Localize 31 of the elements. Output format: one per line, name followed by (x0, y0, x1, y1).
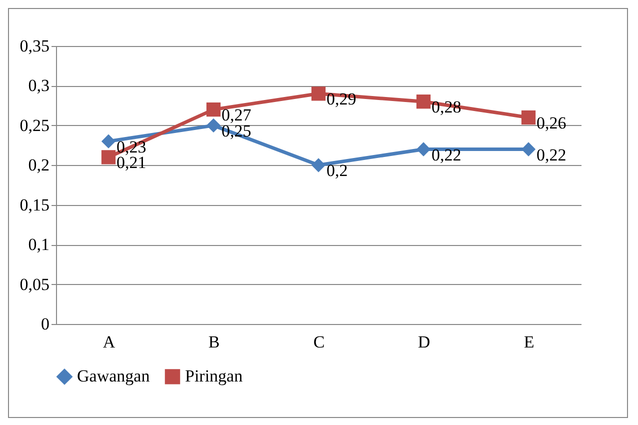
y-tick-label: 0,1 (28, 235, 50, 254)
y-tick-label: 0,25 (20, 116, 50, 135)
data-label: 0,22 (432, 145, 462, 164)
point (101, 134, 116, 148)
point (101, 150, 116, 164)
data-label: 0,27 (222, 106, 252, 125)
data-label: 0,26 (536, 113, 566, 132)
point (416, 94, 431, 109)
point (206, 102, 221, 117)
x-tick-label: D (418, 332, 430, 352)
point (521, 110, 536, 125)
y-tick-label: 0,15 (20, 195, 50, 214)
y-tick-label: 0,35 (20, 36, 50, 56)
y-tick-label: 0,2 (28, 156, 50, 175)
point (206, 118, 221, 132)
legend-label: Piringan (185, 366, 244, 386)
point (416, 142, 431, 156)
x-tick-label: A (102, 332, 116, 352)
legend-label: Gawangan (77, 366, 150, 386)
x-tick-label: B (208, 332, 220, 352)
y-tick-label: 0 (41, 314, 50, 334)
y-tick-label: 0,3 (28, 76, 50, 96)
data-label: 0,21 (116, 153, 146, 172)
data-label: 0,2 (326, 161, 348, 180)
y-tick-label: 0,05 (20, 274, 50, 294)
point (521, 142, 536, 156)
x-tick-label: C (313, 332, 325, 352)
data-label: 0,22 (536, 145, 566, 164)
point (311, 86, 326, 101)
x-tick-label: E (524, 332, 534, 352)
point (311, 158, 326, 172)
